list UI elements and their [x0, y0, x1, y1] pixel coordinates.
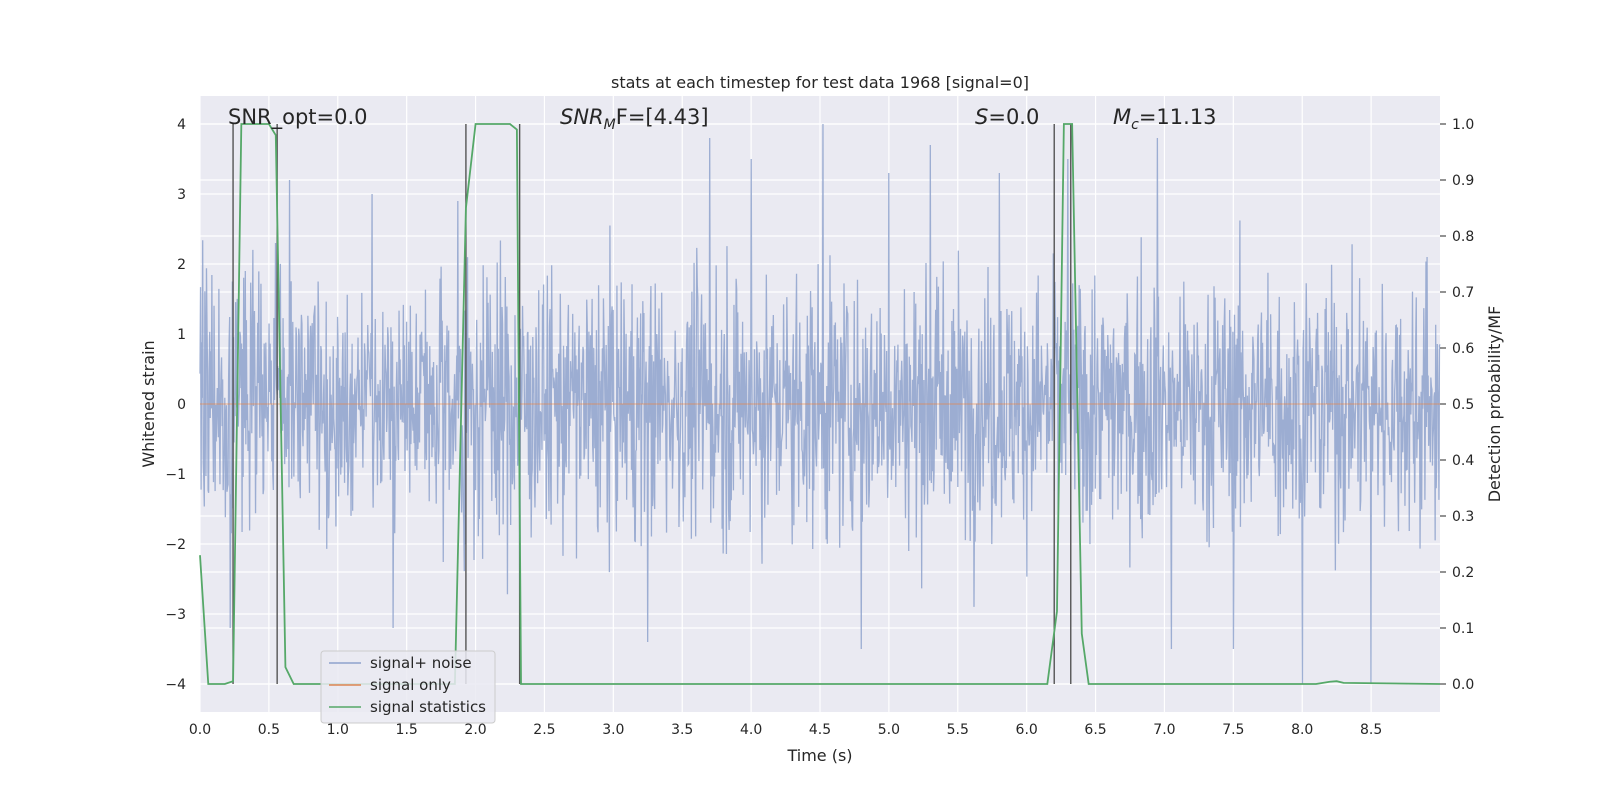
series-signal-statistics: [199, 123, 1441, 685]
signal-statistics-line: [199, 123, 1441, 685]
x-tick-label: 8.0: [1291, 722, 1313, 738]
x-tick-label: 5.0: [878, 722, 900, 738]
legend-label-signal-noise: signal+ noise: [370, 654, 472, 672]
y-axis-ticks: −4 −3 −2 −1 0 1 2 3 4: [165, 117, 186, 693]
x-axis-label: Time (s): [786, 746, 852, 765]
x-tick-label: 2.5: [533, 722, 555, 738]
x-tick-label: 6.0: [1016, 722, 1038, 738]
x-tick-label: 3.0: [602, 722, 624, 738]
y-tick-label: 4: [177, 117, 186, 133]
y-tick-label: −1: [165, 467, 186, 483]
x-tick-label: 3.5: [671, 722, 693, 738]
y-tick-label: 0: [177, 397, 186, 413]
legend-box: [320, 650, 496, 724]
legend: signal+ noise signal only signal statist…: [320, 650, 496, 724]
signal-noise-line: [199, 123, 1441, 685]
annotation-s: S=0.0: [975, 105, 1039, 129]
x-tick-label: 2.0: [464, 722, 486, 738]
x-tick-label: 7.5: [1222, 722, 1244, 738]
y2-axis-label: Detection probability/MF: [1485, 306, 1504, 503]
y-tick-label: −3: [165, 607, 186, 623]
y2-tick-label: 0.2: [1452, 565, 1474, 581]
x-tick-label: 5.5: [947, 722, 969, 738]
y-tick-label: −2: [165, 537, 186, 553]
y-axis-label: Whitened strain: [139, 340, 158, 467]
y2-tick-label: 0.7: [1452, 285, 1474, 301]
y-tick-label: −4: [165, 677, 186, 693]
y-tick-label: 2: [177, 257, 186, 273]
y-tick-label: 1: [177, 327, 186, 343]
y2-tick-label: 1.0: [1452, 117, 1474, 133]
x-tick-label: 1.0: [327, 722, 349, 738]
chart-title: stats at each timestep for test data 196…: [611, 73, 1029, 92]
y-tick-label: 3: [177, 187, 186, 203]
y2-tick-label: 0.9: [1452, 173, 1474, 189]
x-tick-label: 6.5: [1084, 722, 1106, 738]
annotation-snr-opt: SNR_opt=0.0: [228, 105, 368, 130]
x-tick-label: 0.0: [189, 722, 211, 738]
y2-tick-label: 0.0: [1452, 677, 1474, 693]
y2-tick-label: 0.3: [1452, 509, 1474, 525]
x-tick-label: 0.5: [258, 722, 280, 738]
y2-tick-label: 0.1: [1452, 621, 1474, 637]
x-tick-label: 4.0: [740, 722, 762, 738]
y2-axis-ticks: 0.0 0.1 0.2 0.3 0.4 0.5 0.6 0.7 0.8 0.9 1.0: [1440, 117, 1474, 693]
y2-tick-label: 0.5: [1452, 397, 1474, 413]
x-axis-ticks: 0.0 0.5 1.0 1.5 2.0 2.5 3.0 3.5 4.0 4.5 5.0 5.5 6.0 6…: [189, 722, 1382, 738]
y2-tick-label: 0.8: [1452, 229, 1474, 245]
legend-label-signal-only: signal only: [370, 676, 451, 694]
x-tick-label: 8.5: [1360, 722, 1382, 738]
series-signal-noise: [199, 123, 1441, 685]
annotation-chirp-mass: Mc=11.13: [1113, 105, 1217, 133]
y2-tick-label: 0.6: [1452, 341, 1474, 357]
legend-label-signal-statistics: signal statistics: [370, 698, 486, 716]
y2-tick-label: 0.4: [1452, 453, 1474, 469]
annotation-snr-mf: SNRMF=[4.43]: [560, 105, 709, 133]
x-tick-label: 4.5: [809, 722, 831, 738]
x-tick-label: 1.5: [396, 722, 418, 738]
x-tick-label: 7.0: [1153, 722, 1175, 738]
